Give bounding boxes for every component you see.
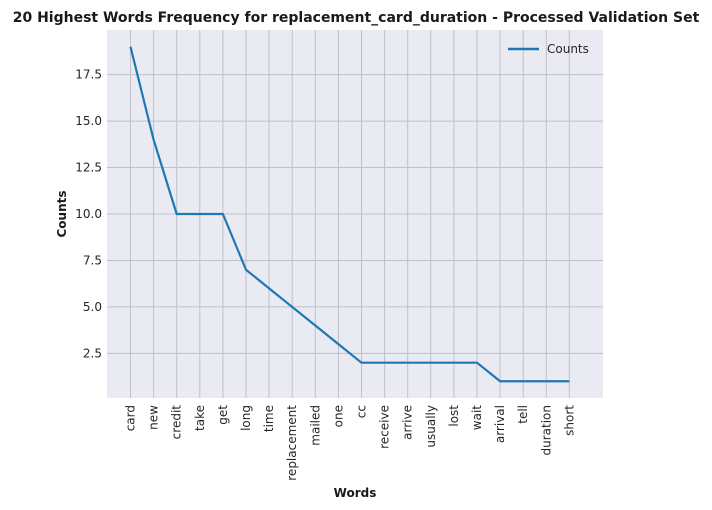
x-tick-label: tell [516,405,530,424]
x-tick-label: long [239,405,253,431]
x-tick-label: time [262,405,276,432]
x-tick-label: credit [170,405,184,440]
x-tick-label: card [124,405,138,431]
x-tick-label: replacement [285,405,299,481]
x-tick-label: lost [447,405,461,427]
x-tick-label: one [331,405,345,427]
x-tick-label: receive [378,405,392,449]
x-tick-label: get [216,405,230,425]
x-tick-label: new [147,405,161,430]
x-tick-label: mailed [308,405,322,446]
x-tick-label: cc [355,405,369,418]
x-tick-label: wait [470,405,484,431]
x-tick-label: arrive [401,405,415,440]
y-tick-label: 12.5 [75,161,102,175]
y-tick-label: 17.5 [75,68,102,82]
x-axis-label: Words [334,486,377,500]
y-tick-label: 10.0 [75,207,102,221]
x-tick-label: take [193,405,207,431]
x-tick-labels: card new credit take get long time replacement m… [124,405,577,481]
series-line-counts [129,46,570,383]
legend: Counts [508,42,589,56]
chart-title: 20 Highest Words Frequency for replaceme… [13,10,700,26]
y-tick-label: 7.5 [83,253,102,267]
x-tick-label: short [562,405,576,436]
y-tick-labels: 2.5 5.0 7.5 10.0 12.5 15.0 17.5 [75,68,102,361]
legend-label-counts: Counts [547,42,589,56]
y-tick-label: 2.5 [83,346,102,360]
series-lines [129,46,570,383]
x-tick-label: duration [539,405,553,456]
x-tick-label: arrival [493,405,507,443]
y-tick-label: 15.0 [75,114,102,128]
y-axis-label: Counts [55,190,69,237]
x-tick-label: usually [424,405,438,448]
y-tick-label: 5.0 [83,300,102,314]
